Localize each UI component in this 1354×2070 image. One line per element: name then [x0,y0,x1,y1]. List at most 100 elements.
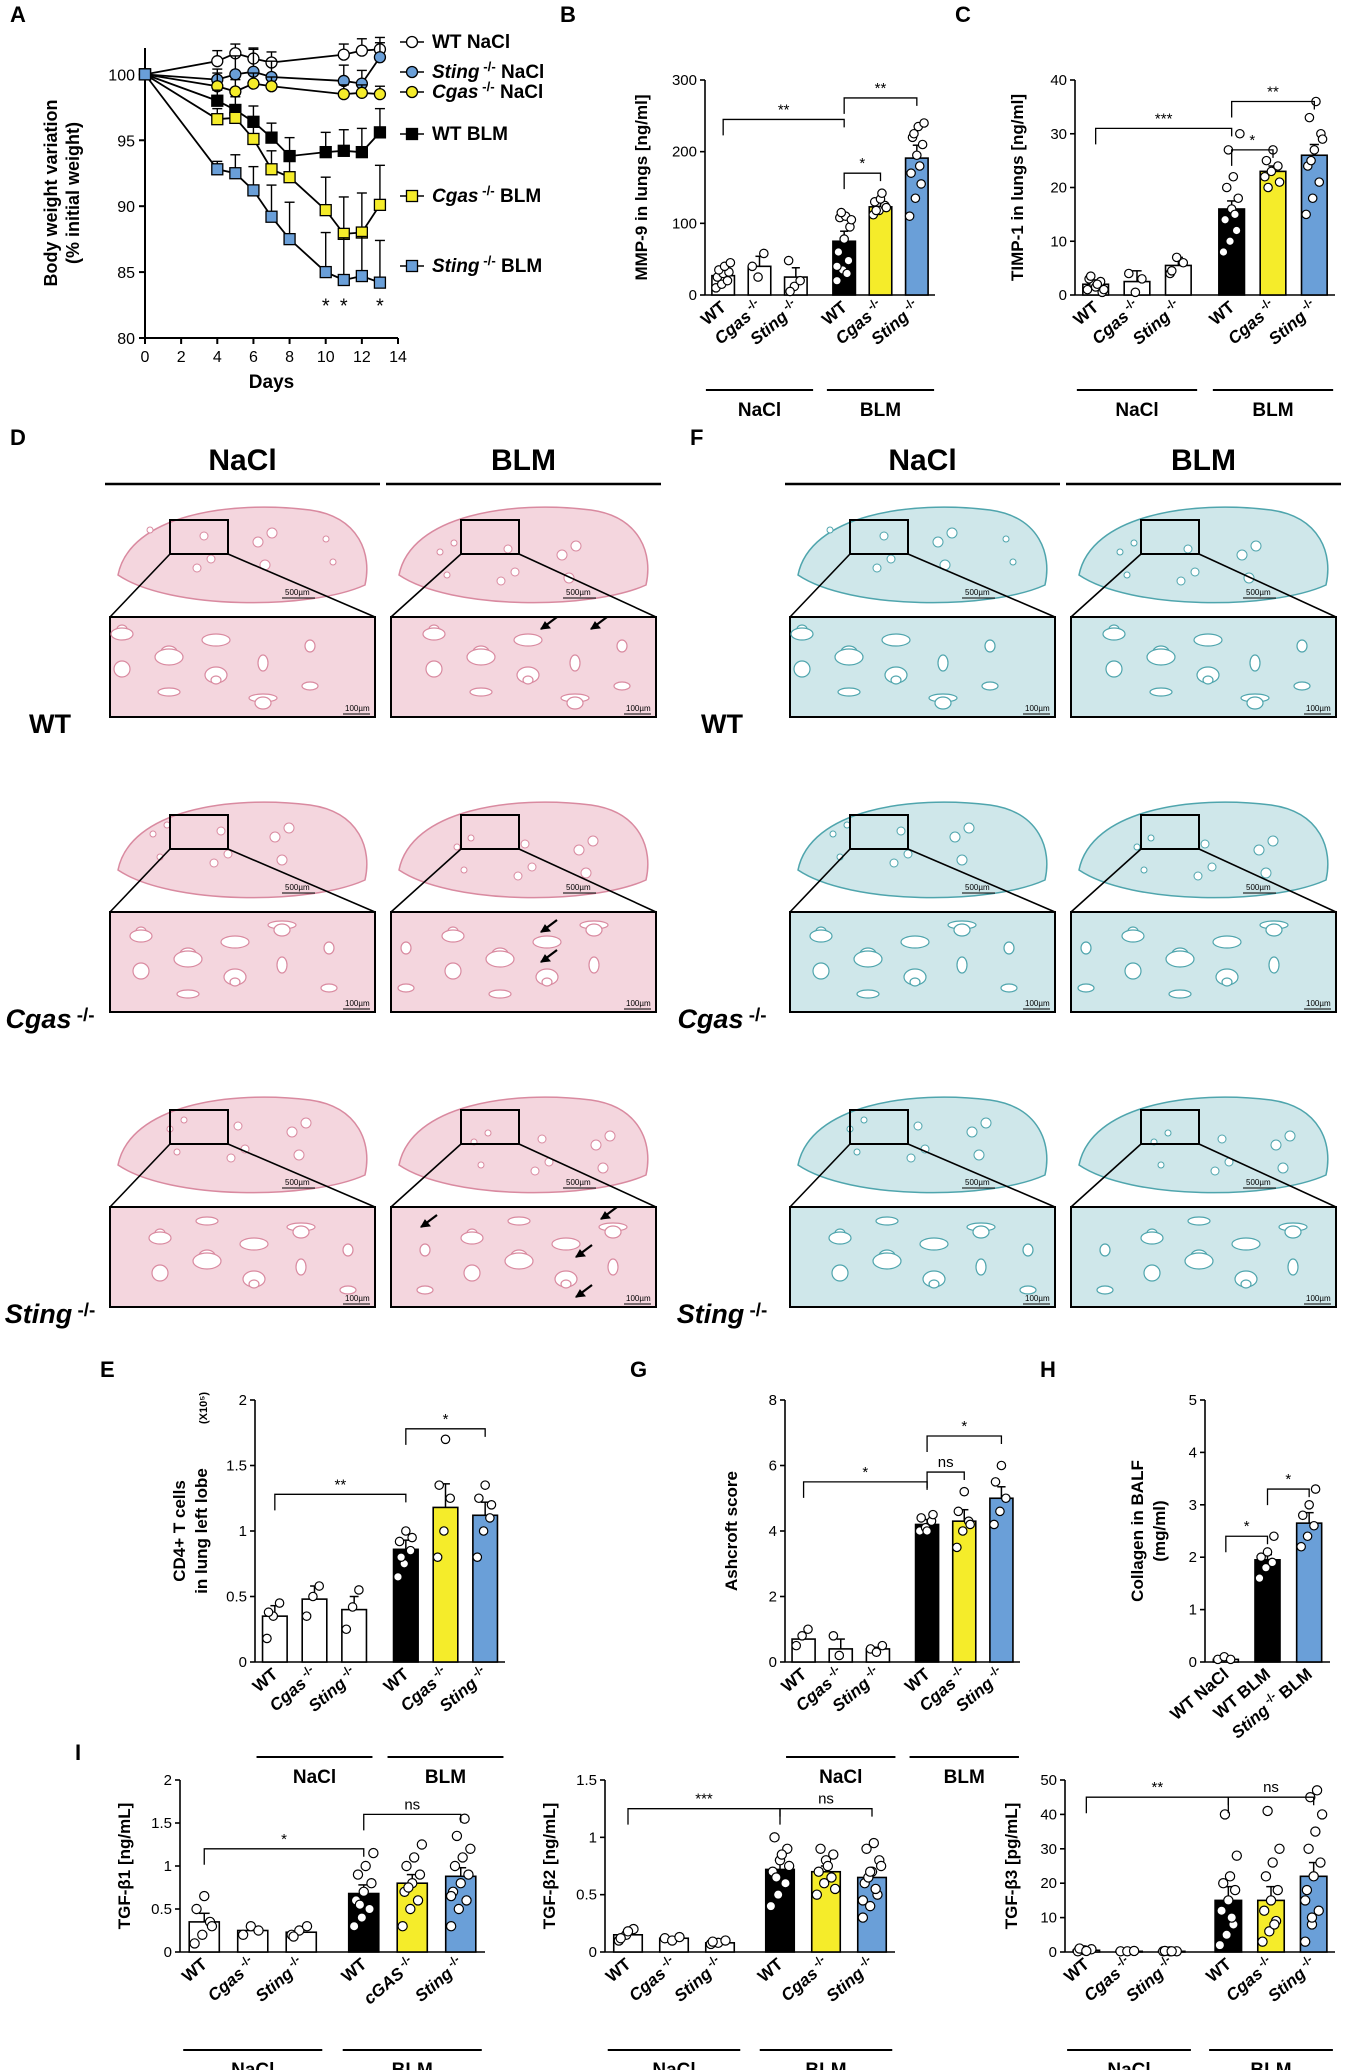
zoom-inset [789,1206,1056,1308]
alveolus [984,639,996,653]
category-label-main: WT [1206,297,1239,329]
airway [530,1166,540,1176]
legend-label: Cgas -/- NaCl [432,79,543,103]
data-point [1313,1905,1324,1916]
row-label: Sting -/- [5,1299,96,1329]
row-label: Cgas -/- [677,1004,766,1034]
category-label-main: WT [1060,1954,1093,1986]
alveolus [900,935,930,949]
data-point [401,1526,411,1536]
airway [300,1117,312,1129]
alveolus [1193,633,1223,647]
data-point [1256,1552,1266,1562]
data-point [432,1552,443,1562]
row-label-sup: -/- [744,1300,767,1321]
alveolus [400,941,412,955]
data-point [263,1607,274,1618]
airway [1193,871,1203,881]
significance-bracket [843,97,918,114]
data-point [832,275,842,286]
airway [1183,544,1193,554]
data-point [922,1526,932,1536]
data-point [463,1869,474,1880]
data-point [440,1434,451,1445]
data-point [871,205,881,216]
y-tick-label: 0 [164,1944,172,1961]
data-point [206,1920,218,1932]
y-tick-label: 2 [164,1772,172,1789]
airway [1200,839,1210,849]
alveolus [1099,1243,1111,1257]
airway [1284,1130,1296,1142]
airway [513,871,523,881]
data-point [337,87,350,101]
header-nacl: NaCl [888,444,956,477]
alveolus [229,977,241,987]
category-label: Sting -/- [250,1952,308,2006]
alveolus [834,648,864,666]
data-point [373,87,387,101]
data-point [337,273,350,287]
data-point [995,1506,1005,1517]
data-point [355,145,369,159]
significance-bracket [802,1481,928,1498]
data-point [1001,1493,1011,1504]
data-point [803,1624,813,1635]
alveolus [953,923,971,937]
x-tick-label: 10 [317,349,335,366]
data-point [870,1883,881,1895]
data-point [393,1572,403,1582]
data-point [1221,1929,1232,1941]
legend-label-main: Sting [432,256,480,277]
zoom-inset [1070,911,1337,1013]
significance-bracket [926,1435,1003,1453]
zoom-box [1140,1109,1200,1145]
significance-bracket [722,118,845,136]
data-point [405,1903,416,1915]
data-point [1304,1500,1314,1510]
data-point [1269,1531,1279,1542]
data-point [909,128,919,139]
category-label: Sting -/- [669,1952,727,2006]
data-point [1261,155,1272,166]
data-point [1262,1547,1273,1557]
data-point [445,1890,457,1902]
data-point [990,1477,1001,1487]
data-point [445,1920,457,1932]
y-tick-label: 5 [1189,1392,1197,1409]
data-point [453,1903,465,1915]
data-point [843,255,854,266]
data-point [1225,1654,1236,1665]
significance-label: *** [1155,110,1173,127]
lung-lobe-overview [398,1096,649,1194]
data-point [1262,1805,1273,1817]
data-point [783,255,794,266]
zoom-box [460,519,520,555]
airway [1147,834,1155,842]
data-point [283,171,296,184]
data-point [459,1813,470,1824]
scale-label-100: 100µm [626,704,651,713]
alveolus [981,681,999,691]
y-tick-label: 20 [1040,1875,1057,1892]
scale-label-100: 100µm [1306,999,1331,1008]
legend-label-main: Sting [432,62,480,83]
data-point [829,1883,841,1895]
lung-lobe-overview [1078,801,1329,899]
series-line [144,73,381,284]
airway [860,1116,868,1124]
airway [826,526,834,534]
significance-bracket [274,1493,407,1511]
data-point [912,150,922,161]
significance-label: * [443,1411,449,1428]
y-tick-label: 90 [117,199,135,216]
x-tick-label: 12 [353,349,371,366]
y-tick-label: 1 [239,1523,247,1540]
row-label: WT [29,709,71,739]
data-point [1092,279,1103,290]
category-label: WT [754,1954,787,1986]
data-point [472,1552,483,1562]
y-tick-label: 0.5 [151,1901,172,1918]
significance-label: ** [334,1476,346,1493]
